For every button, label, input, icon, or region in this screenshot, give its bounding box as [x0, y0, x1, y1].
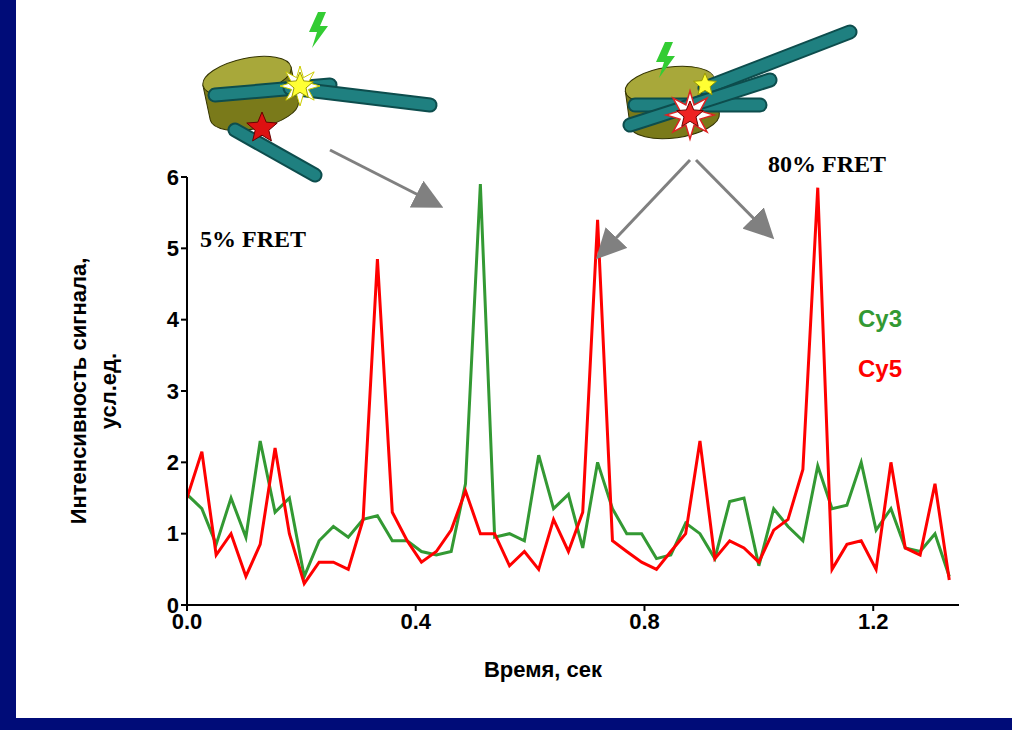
- svg-text:Cy3: Cy3: [858, 305, 902, 332]
- svg-text:5: 5: [167, 236, 179, 261]
- svg-text:6: 6: [167, 165, 179, 190]
- svg-text:5% FRET: 5% FRET: [200, 226, 306, 252]
- svg-text:Cy5: Cy5: [858, 355, 902, 382]
- svg-text:Время, сек: Время, сек: [484, 657, 603, 682]
- svg-text:3: 3: [167, 379, 179, 404]
- svg-text:0: 0: [167, 593, 179, 618]
- svg-text:2: 2: [167, 450, 179, 475]
- svg-text:0.8: 0.8: [629, 609, 660, 634]
- svg-text:80% FRET: 80% FRET: [768, 151, 886, 177]
- svg-text:4: 4: [167, 307, 180, 332]
- svg-text:Интенсивность сигнала,усл.ед.: Интенсивность сигнала,усл.ед.: [66, 258, 121, 525]
- svg-text:1: 1: [167, 521, 179, 546]
- svg-text:0.4: 0.4: [400, 609, 431, 634]
- svg-text:1.2: 1.2: [858, 609, 889, 634]
- svg-text:0.0: 0.0: [171, 608, 203, 634]
